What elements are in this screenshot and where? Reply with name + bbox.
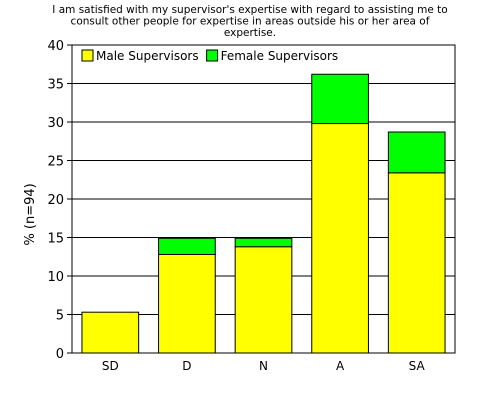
x-tick-label: N — [259, 359, 268, 373]
y-tick-label: 25 — [47, 155, 64, 170]
legend-label-male: Male Supervisors — [96, 49, 199, 63]
x-tick-label: SD — [102, 359, 119, 373]
y-axis-title: % (n=94) — [23, 183, 38, 245]
bar-sa-male — [387, 172, 446, 354]
y-tick-label: 30 — [47, 116, 64, 131]
legend-swatch-female — [206, 49, 219, 62]
bar-a-female — [311, 73, 369, 125]
y-tick-label: 35 — [47, 78, 64, 93]
chart-title-line: consult other people for expertise in ar… — [71, 16, 430, 28]
chart-title-line: I am satisfied with my supervisor's expe… — [52, 4, 447, 16]
x-tick-label: A — [336, 359, 345, 373]
y-axis-ticks: 0 5 10 15 20 25 30 35 40 — [47, 39, 72, 362]
y-tick-label: 15 — [47, 232, 64, 247]
bar-a-male — [311, 123, 369, 354]
bar-sd-male — [81, 311, 140, 354]
bar-n-male — [234, 246, 293, 354]
y-tick-label: 10 — [47, 270, 64, 285]
chart-title-line: expertise. — [224, 27, 276, 39]
gridlines — [72, 83, 455, 315]
y-tick-label: 0 — [56, 347, 64, 362]
bar-n-female — [234, 237, 293, 248]
x-tick-label: D — [182, 359, 191, 373]
legend-swatch-male — [81, 49, 94, 62]
legend-label-female: Female Supervisors — [221, 49, 339, 63]
legend: Male Supervisors Female Supervisors — [81, 49, 339, 63]
x-tick-label: SA — [409, 359, 426, 373]
y-tick-label: 40 — [47, 39, 64, 54]
bar-sa-female — [387, 131, 446, 174]
y-tick-label: 5 — [56, 309, 64, 324]
chart-title: I am satisfied with my supervisor's expe… — [52, 4, 447, 39]
x-axis-labels: SD D N A SA — [102, 359, 426, 373]
y-tick-label: 20 — [47, 193, 64, 208]
bar-d-female — [158, 237, 216, 255]
bars — [81, 73, 446, 354]
bar-d-male — [158, 253, 216, 354]
